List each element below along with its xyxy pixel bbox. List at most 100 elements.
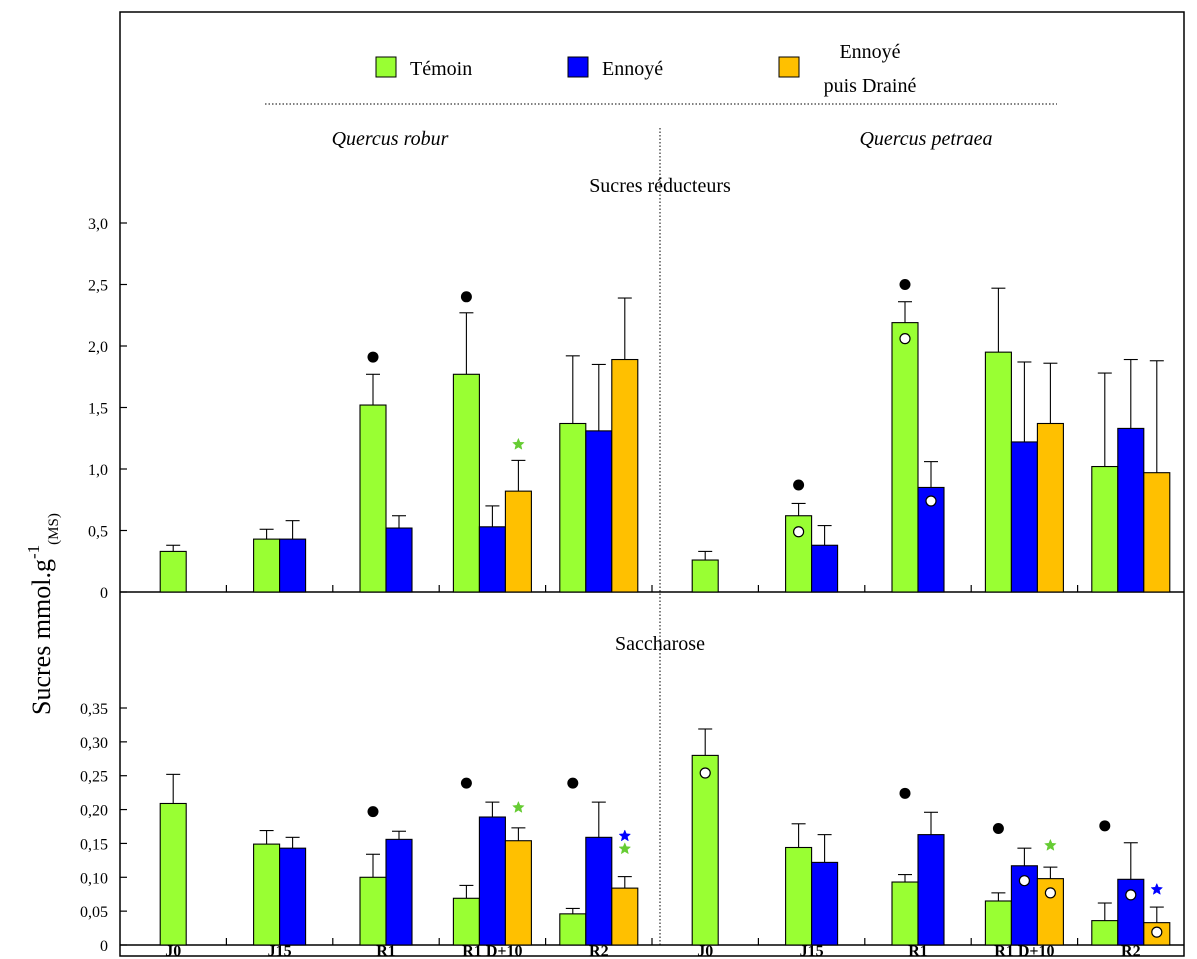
- category-label: R1 D+10: [994, 943, 1054, 959]
- category-label: J0: [165, 943, 181, 959]
- category-label: R1: [376, 943, 396, 959]
- category-label: R2: [589, 943, 609, 959]
- bar-ennoye: [478, 816, 506, 946]
- bar-temoin: [984, 900, 1012, 946]
- category-label: R2: [1121, 943, 1141, 959]
- significance-star: [618, 842, 632, 855]
- significance-open-circle: [1125, 889, 1137, 901]
- bar-temoin: [359, 876, 387, 946]
- significance-open-circle: [1018, 875, 1031, 887]
- y-tick-label: 0: [100, 585, 108, 602]
- bar-temoin: [253, 538, 281, 593]
- legend-swatch-ennoye: [567, 56, 589, 78]
- y-axis-title-sup: -1: [24, 545, 43, 559]
- y-axis-title-main: Sucres mmol.g: [27, 559, 56, 715]
- significance-dot: [460, 777, 472, 789]
- significance-open-circle: [925, 495, 937, 507]
- significance-star: [1044, 838, 1057, 851]
- bar-ennoye: [811, 861, 839, 946]
- panel-title-sucrose: Saccharose: [615, 633, 705, 655]
- y-tick-label: 1,5: [88, 401, 108, 418]
- legend-label-ennoye: Ennoyé: [602, 58, 663, 80]
- significance-dot: [992, 823, 1004, 835]
- y-tick-label: 0,05: [80, 904, 108, 921]
- bar-ennoye: [385, 838, 413, 946]
- bar-temoin: [159, 802, 187, 946]
- legend-label-draine-line1: Ennoyé: [839, 41, 900, 63]
- bar-draine: [1036, 422, 1064, 593]
- category-label: J0: [697, 943, 713, 959]
- y-axis-title-sub: (MS): [46, 513, 62, 545]
- bar-temoin: [452, 373, 480, 593]
- significance-dot: [793, 479, 805, 491]
- bar-temoin: [1091, 465, 1119, 593]
- bar-temoin: [359, 404, 387, 593]
- category-label: R1 D+10: [462, 943, 522, 959]
- bar-temoin: [159, 550, 187, 593]
- bar-ennoye: [279, 847, 307, 946]
- significance-star: [512, 437, 525, 450]
- bar-ennoye: [385, 527, 413, 593]
- y-tick-label: 3,0: [88, 216, 108, 233]
- significance-dot: [567, 777, 579, 789]
- significance-star: [512, 800, 525, 813]
- y-tick-label: 0,15: [80, 836, 108, 853]
- bar-ennoye: [1117, 427, 1145, 593]
- bar-temoin: [891, 322, 919, 593]
- bar-ennoye: [585, 836, 613, 946]
- significance-open-circle: [699, 767, 711, 779]
- bar-ennoye: [811, 544, 839, 593]
- significance-star: [1150, 882, 1164, 895]
- svg-text:Sucres mmol.g-1(MS): Sucres mmol.g-1(MS): [24, 513, 62, 715]
- bar-ennoye: [585, 430, 613, 593]
- significance-dot: [899, 787, 911, 799]
- bar-ennoye: [279, 538, 307, 593]
- bar-temoin: [253, 843, 281, 946]
- significance-open-circle: [1044, 887, 1057, 899]
- significance-star: [618, 829, 632, 842]
- y-axis-title: Sucres mmol.g-1(MS): [24, 513, 62, 715]
- panel-reducing-sugars: 0 0,5 1,0 1,5 2,0 2,5 3,0: [88, 216, 1184, 602]
- legend-swatch-temoin: [375, 56, 397, 78]
- significance-open-circle: [899, 333, 911, 345]
- bar-draine: [504, 840, 532, 946]
- significance-dot: [367, 351, 379, 363]
- species-label-right: Quercus petraea: [859, 128, 992, 150]
- category-label: J15: [268, 943, 292, 959]
- bar-temoin: [691, 559, 719, 593]
- panel-title-reducing-sugars: Sucres réducteurs: [589, 175, 731, 197]
- bar-draine: [611, 358, 639, 593]
- significance-dot: [899, 279, 911, 290]
- y-tick-label: 0,20: [80, 803, 108, 820]
- y-tick-label: 2,0: [88, 339, 108, 356]
- y-tick-label: 0,30: [80, 735, 108, 752]
- bar-draine: [611, 887, 639, 946]
- significance-dot: [1099, 820, 1111, 832]
- significance-dot: [460, 291, 472, 303]
- legend-swatch-draine: [778, 56, 800, 78]
- bar-draine: [504, 490, 532, 593]
- y-tick-label: 0,5: [88, 524, 108, 541]
- y-tick-label: 1,0: [88, 462, 108, 479]
- bar-temoin: [452, 897, 480, 946]
- bar-temoin: [691, 754, 719, 946]
- bar-temoin: [891, 881, 919, 946]
- panel-sucrose: 0 0,05 0,10 0,15 0,20 0,25 0,30 0,35 J0 J15 R1 R1 D…: [80, 701, 1184, 959]
- bar-temoin: [559, 913, 587, 946]
- legend-label-temoin: Témoin: [410, 58, 472, 80]
- bar-ennoye: [917, 834, 945, 946]
- significance-open-circle: [1151, 926, 1163, 938]
- bar-ennoye: [1010, 441, 1038, 593]
- bar-draine: [1143, 472, 1171, 593]
- chart-frame: [119, 11, 1185, 957]
- species-label-left: Quercus robur: [332, 128, 449, 150]
- significance-dot: [367, 806, 379, 818]
- y-tick-label: 0,10: [80, 870, 108, 887]
- bar-ennoye: [478, 526, 506, 593]
- category-label: J15: [800, 943, 824, 959]
- bar-temoin: [984, 351, 1012, 593]
- significance-open-circle: [792, 526, 805, 538]
- y-tick-label: 0: [100, 938, 108, 955]
- y-tick-label: 0,35: [80, 701, 108, 718]
